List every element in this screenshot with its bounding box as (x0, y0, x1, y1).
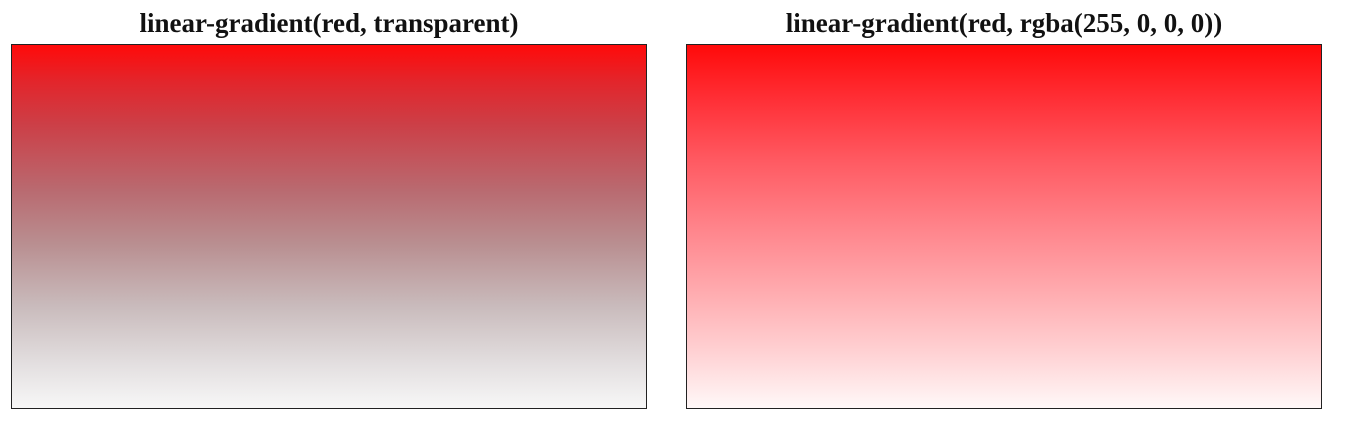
gradient-swatch (686, 44, 1322, 409)
gradient-panel-transparent: linear-gradient(red, transparent) (11, 0, 647, 410)
panel-title: linear-gradient(red, rgba(255, 0, 0, 0)) (785, 8, 1223, 38)
panel-title: linear-gradient(red, transparent) (139, 8, 519, 38)
gradient-panel-rgba: linear-gradient(red, rgba(255, 0, 0, 0)) (686, 0, 1322, 410)
gradient-swatch (11, 44, 647, 409)
